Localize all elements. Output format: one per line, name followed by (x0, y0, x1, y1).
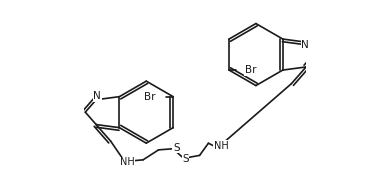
Text: S: S (173, 143, 180, 153)
Text: N: N (93, 91, 101, 101)
Text: NH: NH (120, 157, 135, 167)
Text: S: S (182, 154, 189, 164)
Text: Br: Br (245, 65, 256, 75)
Text: N: N (301, 40, 309, 50)
Text: NH: NH (214, 141, 229, 151)
Text: Br: Br (144, 92, 155, 102)
